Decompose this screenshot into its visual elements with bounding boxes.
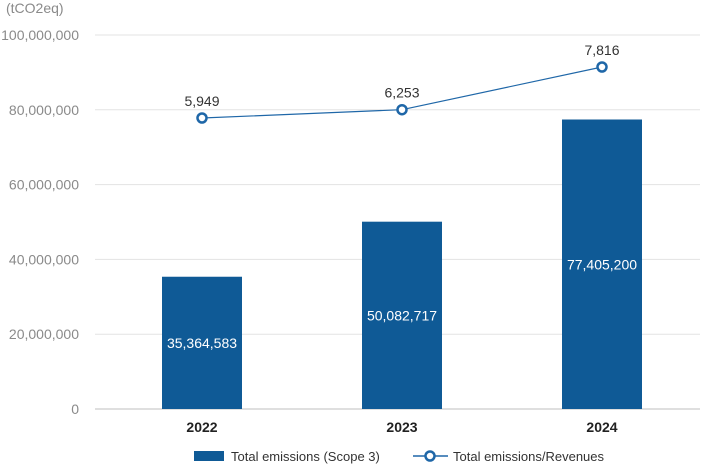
bar-data-label: 77,405,200 <box>567 256 637 272</box>
bar-data-label: 35,364,583 <box>167 335 237 351</box>
line-data-label: 7,816 <box>584 42 619 58</box>
y-tick-label: 60,000,000 <box>9 177 79 193</box>
x-category-labels: 2022 2023 2024 <box>186 419 617 435</box>
y-tick-labels: 0 20,000,000 40,000,000 60,000,000 80,000,00… <box>1 27 79 417</box>
bar-series <box>162 119 642 410</box>
legend-bar-swatch <box>194 451 224 461</box>
bar <box>162 276 242 409</box>
bar <box>362 221 442 409</box>
legend-line-label: Total emissions/Revenues <box>453 449 605 464</box>
legend-bar-label: Total emissions (Scope 3) <box>231 449 380 464</box>
line-data-label: 5,949 <box>184 93 219 109</box>
x-category-label: 2022 <box>186 419 217 435</box>
bar-data-label: 50,082,717 <box>367 307 437 323</box>
y-axis-unit-label: (tCO2eq) <box>6 0 64 16</box>
line-series: 5,949 6,253 7,816 <box>184 42 620 124</box>
x-category-label: 2023 <box>386 419 417 435</box>
line-data-label: 6,253 <box>384 85 419 101</box>
x-category-label: 2024 <box>586 419 617 435</box>
y-tick-label: 20,000,000 <box>9 326 79 342</box>
y-tick-label: 0 <box>71 401 79 417</box>
bar <box>562 119 642 410</box>
line-point <box>196 112 208 124</box>
bar-data-labels: 35,364,583 50,082,717 77,405,200 <box>167 256 637 351</box>
y-tick-label: 40,000,000 <box>9 251 79 267</box>
y-tick-label: 80,000,000 <box>9 102 79 118</box>
legend-line-marker <box>424 450 436 462</box>
line-point <box>596 61 608 73</box>
y-tick-label: 100,000,000 <box>1 27 79 43</box>
legend: Total emissions (Scope 3) Total emission… <box>194 449 605 464</box>
line-point <box>396 103 408 116</box>
